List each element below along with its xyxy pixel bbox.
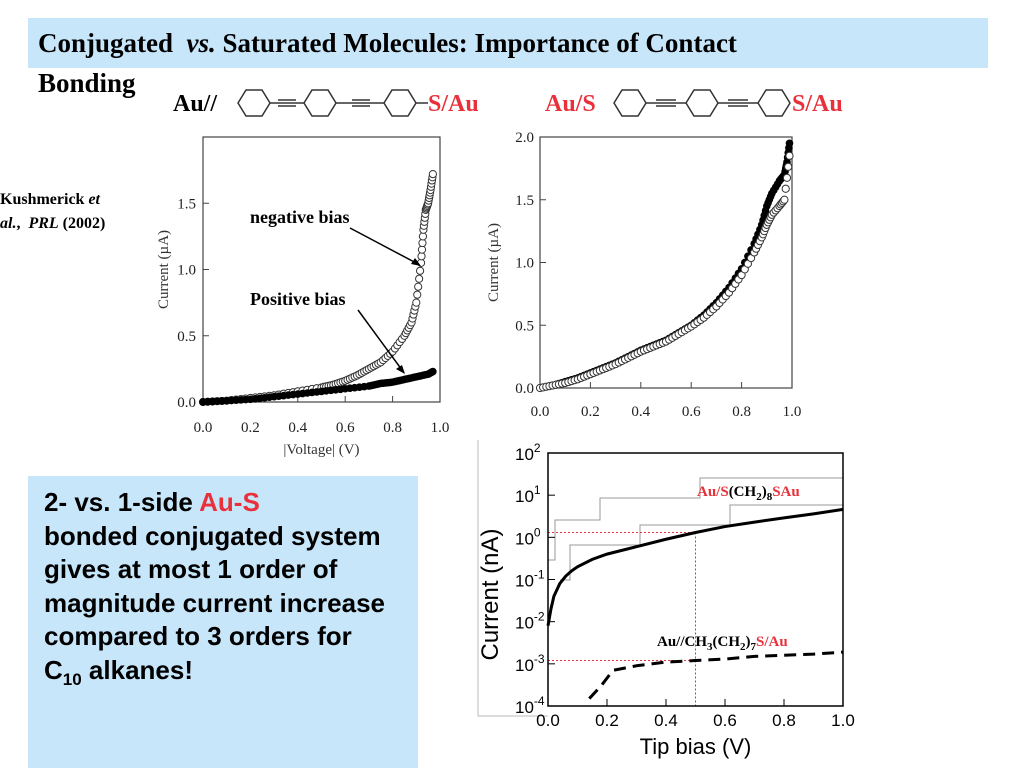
- data-point-open: [414, 282, 423, 291]
- x-tick-label: 0.6: [682, 404, 701, 420]
- y-tick-label: 100: [515, 525, 541, 548]
- x-axis-label: Tip bias (V): [640, 734, 752, 759]
- data-point-open: [412, 298, 421, 307]
- x-tick-label: 0.2: [581, 404, 600, 420]
- y-tick-label: 101: [515, 483, 541, 506]
- x-tick-label: 1.0: [431, 420, 450, 436]
- series-label-solid: Au/S(CH2)8SAu: [697, 484, 800, 503]
- title-banner: [28, 18, 988, 68]
- annotation-negative-bias: negative bias: [250, 207, 350, 227]
- y-axis-label: Current (nA): [477, 528, 504, 660]
- plot-frame: [539, 136, 793, 389]
- data-point-filled: [429, 367, 437, 376]
- y-tick-label: 0.0: [515, 381, 534, 397]
- x-tick-label: 0.8: [383, 420, 402, 436]
- x-tick-label: 0.4: [288, 420, 307, 436]
- x-tick-label: 0.4: [631, 404, 650, 420]
- x-tick-label: 0.8: [732, 404, 751, 420]
- info-box: [28, 476, 418, 768]
- data-point-open: [782, 173, 792, 182]
- y-tick-label: 102: [515, 441, 541, 464]
- molecule-left-structure: [237, 89, 428, 117]
- y-tick-label: 0.5: [177, 329, 196, 345]
- data-point-open: [780, 195, 789, 204]
- data-point-open: [785, 151, 794, 160]
- data-point-filled: [785, 139, 794, 148]
- data-point-open: [428, 170, 437, 179]
- page-title-line2: Bonding: [38, 68, 136, 98]
- data-point-open: [413, 290, 422, 299]
- y-tick-label: 0.0: [177, 395, 196, 411]
- data-point-open: [417, 252, 426, 261]
- x-tick-label: 0.0: [536, 711, 560, 730]
- x-tick-label: 0.6: [713, 711, 737, 730]
- x-tick-label: 0.8: [772, 711, 796, 730]
- y-axis-label: Current (µA): [156, 230, 172, 309]
- molecule-right-structure: [613, 89, 791, 117]
- molecule-left-suffix: S/Au: [428, 91, 479, 117]
- y-tick-label: 10-2: [515, 610, 545, 633]
- series-line-c8-dashed: [588, 650, 844, 700]
- plot-frame: [202, 136, 441, 403]
- x-tick-label: 0.0: [531, 404, 550, 420]
- data-point-open: [415, 274, 424, 283]
- x-tick-label: 0.2: [241, 420, 260, 436]
- data-point-open: [417, 245, 427, 254]
- data-point-open: [784, 162, 793, 171]
- series-label-dashed: Au//CH3(CH2)7S/Au: [657, 634, 788, 653]
- y-tick-label: 1.0: [177, 263, 196, 279]
- y-axis-label: Current (µA): [486, 223, 502, 302]
- x-tick-label: 1.0: [783, 404, 802, 420]
- molecule-right-prefix: Au/S: [545, 91, 596, 117]
- y-tick-label: 10-4: [515, 694, 545, 717]
- molecule-right-suffix: S/Au: [792, 91, 843, 117]
- y-tick-label: 10-1: [515, 568, 545, 591]
- series-line-c10-solid: [546, 507, 844, 627]
- y-tick-label: 0.5: [515, 318, 534, 334]
- data-point-open: [418, 238, 427, 248]
- annotation-arrowhead-positive: [396, 365, 405, 374]
- data-point-open: [415, 266, 425, 275]
- y-tick-label: 1.5: [177, 196, 196, 212]
- x-tick-label: 0.6: [336, 420, 355, 436]
- chart-log: 0.0 0.2 0.4 0.6 0.8 1.0 102 101 100 10-1 10-2 10-3 1…: [477, 440, 855, 759]
- annotation-arrow-positive: [357, 309, 403, 371]
- x-axis-label: |Voltage| (V): [283, 442, 359, 458]
- decor-step-line: [548, 477, 843, 561]
- data-point-open: [781, 184, 790, 193]
- x-tick-label: 0.2: [595, 711, 619, 730]
- annotation-arrowhead-negative: [411, 258, 421, 266]
- x-tick-label: 1.0: [831, 711, 855, 730]
- decor-outline: [477, 440, 548, 717]
- annotation-arrow-negative: [349, 227, 419, 265]
- info-text: 2- vs. 1-side Au-S bonded conjugated syst…: [44, 487, 385, 689]
- y-tick-label: 1.5: [515, 193, 534, 209]
- chart-left: 0.0 0.2 0.4 0.6 0.8 1.0 0.0 0.5 1.0 1.5 |Voltage| …: [156, 136, 450, 458]
- y-tick-label: 1.0: [515, 256, 534, 272]
- x-tick-label: 0.4: [654, 711, 678, 730]
- citation: Kushmerick et al., PRL (2002): [0, 191, 106, 232]
- x-tick-label: 0.0: [194, 420, 213, 436]
- molecule-left-prefix: Au//: [173, 91, 218, 117]
- y-tick-label: 2.0: [515, 130, 534, 146]
- data-point-open: [418, 232, 428, 241]
- y-tick-label: 10-3: [515, 652, 545, 675]
- annotation-positive-bias: Positive bias: [250, 289, 346, 309]
- chart-right: 0.0 0.2 0.4 0.6 0.8 1.0 0.0 0.5 1.0 1.5 2.0 Current…: [486, 130, 801, 420]
- page-title: Conjugated vs. Saturated Molecules: Impo…: [38, 28, 737, 58]
